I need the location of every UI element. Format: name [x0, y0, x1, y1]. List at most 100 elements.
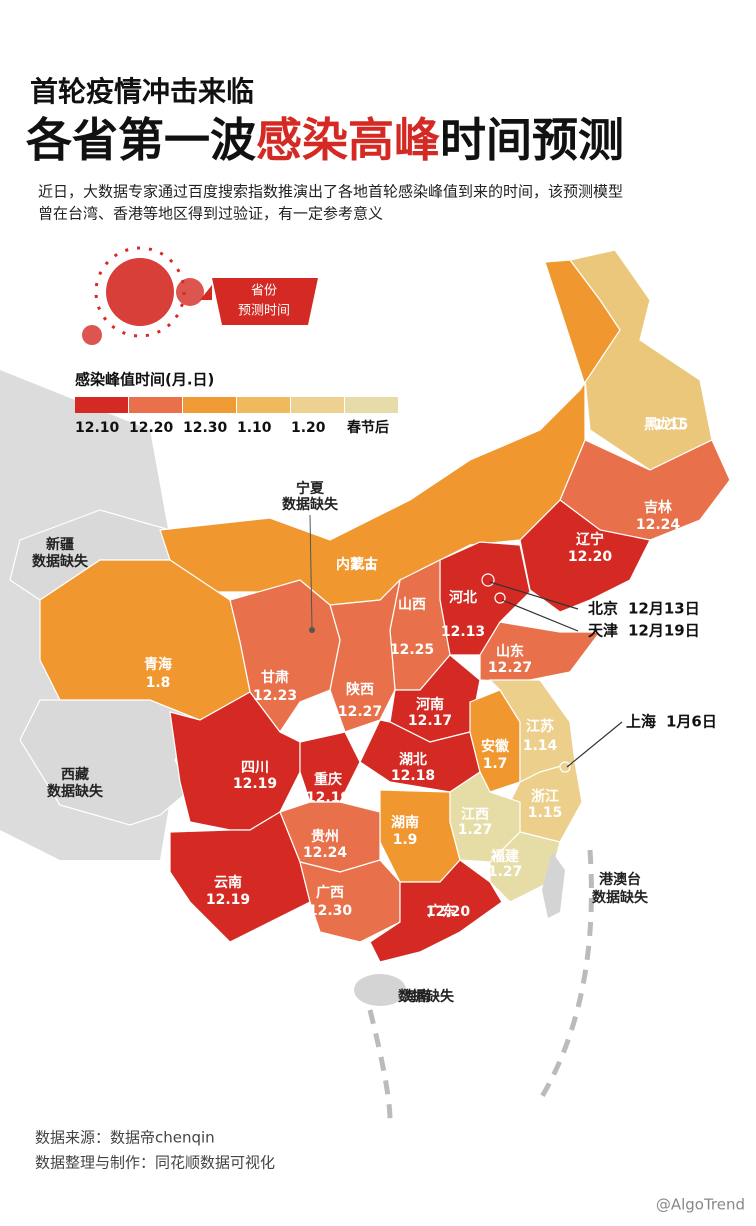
- description-line: 近日，大数据专家通过百度搜索指数推演出了各地首轮感染峰值到来的时间，该预测模型: [38, 183, 623, 201]
- province-date: 12.24: [636, 517, 681, 533]
- footer-line: 数据来源：数据帝chenqin: [35, 1129, 215, 1147]
- province-name: 云南: [214, 874, 242, 891]
- taiwan-area: [542, 852, 565, 918]
- callout-date: 12月13日: [628, 600, 700, 618]
- subtitle: 首轮疫情冲击来临: [30, 75, 254, 108]
- missing-note: 数据缺失: [47, 783, 104, 800]
- callout-date: 1月6日: [666, 713, 717, 731]
- callout-dot: [309, 627, 315, 633]
- description-line: 曾在台湾、香港等地区得到过验证，有一定参考意义: [38, 205, 383, 223]
- badge-text: 预测时间: [238, 304, 290, 319]
- province-name: 甘肃: [261, 669, 289, 686]
- legend-label: 12.20: [129, 420, 174, 436]
- title-part: 各省第一波: [26, 113, 256, 167]
- legend-label: 1.20: [291, 420, 326, 436]
- province-date: 12.23: [253, 688, 297, 704]
- province-date: 12.13: [441, 624, 485, 640]
- province-name: 辽宁: [576, 531, 604, 548]
- province-name: 河北: [449, 589, 477, 606]
- missing-note: 数据缺失: [398, 988, 455, 1005]
- province-name: 河南: [416, 696, 444, 713]
- province-name: 广东: [428, 903, 456, 920]
- legend-swatch: [291, 397, 344, 413]
- province-date: 1.9: [393, 832, 418, 848]
- province-name: 浙江: [531, 788, 559, 805]
- callout-name: 天津: [588, 622, 618, 640]
- footer-line: 数据整理与制作：同花顺数据可视化: [35, 1154, 275, 1172]
- province-date: 12.27: [488, 660, 532, 676]
- province-name: 陕西: [346, 681, 374, 698]
- callout-line: [489, 581, 579, 610]
- province-date: 12.20: [568, 549, 613, 565]
- province-date: 12.30: [308, 903, 353, 919]
- missing-name: 新疆: [46, 536, 74, 553]
- missing-note: 数据缺失: [282, 496, 339, 513]
- missing-note: 数据缺失: [592, 889, 649, 906]
- missing-name: 港澳台: [599, 871, 641, 888]
- province-name: 四川: [241, 760, 269, 776]
- province-date: 1.27: [458, 822, 493, 838]
- callout-line: [566, 721, 623, 768]
- legend-title: 感染峰值时间(月.日): [75, 371, 214, 389]
- callout-line: [309, 514, 313, 631]
- badge-text: 省份: [251, 284, 277, 299]
- province-date: 1.27: [488, 864, 523, 880]
- province-date: 12.17: [408, 713, 452, 729]
- province-date: 12.25: [390, 642, 434, 658]
- province-name: 安徽: [481, 738, 510, 755]
- province-date: 12.19: [206, 892, 250, 908]
- badge: [212, 278, 318, 325]
- tianjin-area: [494, 592, 506, 604]
- callout-name: 上海: [626, 713, 656, 731]
- province-name: 贵州: [311, 828, 339, 845]
- province-name: 山西: [398, 597, 426, 613]
- province-date: 12.18: [391, 768, 435, 784]
- province-date: 1.8: [146, 675, 171, 691]
- legend-label: 12.10: [75, 420, 120, 436]
- title-part: 时间预测: [440, 113, 624, 167]
- province-date: 12.24: [303, 845, 348, 861]
- title-highlight: 感染高峰: [256, 113, 440, 167]
- province-name: 江西: [461, 806, 489, 823]
- legend-label: 12.30: [183, 420, 228, 436]
- province-name: 江苏: [526, 718, 554, 735]
- missing-name: 西藏: [61, 766, 89, 783]
- callout-line: [501, 599, 579, 632]
- legend-swatch: [183, 397, 236, 413]
- watermark: @AlgoTrend: [656, 1196, 745, 1214]
- province-name: 福建: [490, 848, 519, 865]
- province-date: 1.1: [351, 557, 376, 573]
- province-area: [369, 859, 503, 963]
- province-name: 湖南: [391, 814, 419, 831]
- missing-note: 数据缺失: [32, 553, 89, 570]
- hainan-area: [354, 974, 406, 1006]
- virus-icon: [82, 246, 204, 345]
- province-area: [479, 621, 602, 683]
- province-name: 重庆: [314, 771, 342, 788]
- province-name: 吉林: [644, 499, 672, 516]
- province-date: 1.15: [528, 805, 563, 821]
- callout-date: 12月19日: [628, 622, 700, 640]
- province-name: 黑龙江: [644, 416, 686, 433]
- province-date: 12.19: [233, 776, 277, 792]
- province-name: 山东: [496, 643, 524, 660]
- missing-name: 海南: [403, 988, 431, 1005]
- shanghai-area: [559, 761, 571, 773]
- province-date: 1.7: [483, 756, 508, 772]
- legend-swatch: [237, 397, 290, 413]
- beijing-area: [481, 573, 495, 587]
- province-date: 12.20: [426, 904, 471, 920]
- badge-pointer: [200, 285, 212, 300]
- title: 各省第一波感染高峰时间预测: [26, 113, 624, 167]
- missing-name: 宁夏: [296, 480, 325, 497]
- province-name: 内蒙古: [336, 556, 378, 573]
- province-date: 1.15: [654, 417, 689, 433]
- province-name: 青海: [144, 656, 172, 673]
- province-name: 湖北: [399, 752, 427, 768]
- province-area: [169, 691, 301, 831]
- legend-swatch: [129, 397, 182, 413]
- province-date: 12.19: [306, 790, 350, 806]
- sea-boundary: [367, 849, 594, 1121]
- province-name: 广西: [316, 884, 344, 901]
- province-date: 12.27: [338, 704, 382, 720]
